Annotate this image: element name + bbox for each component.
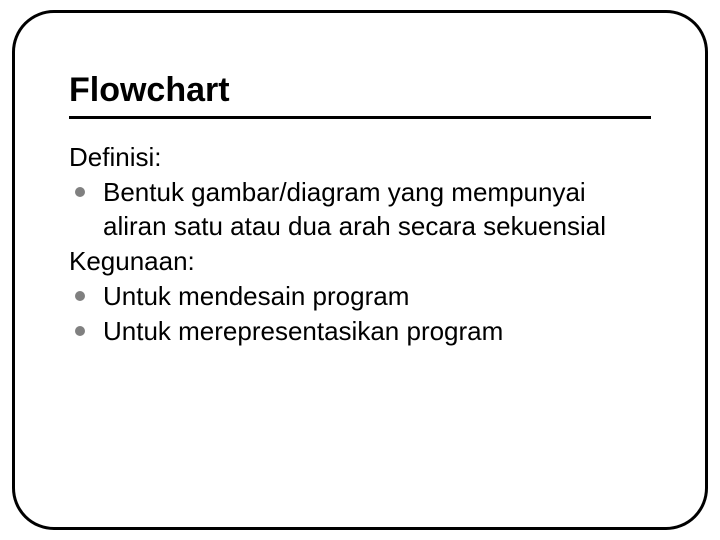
title-underline bbox=[69, 116, 651, 119]
bullet-list-definisi: Bentuk gambar/diagram yang mempunyai ali… bbox=[69, 176, 651, 243]
slide-content: Flowchart Definisi: Bentuk gambar/diagra… bbox=[69, 71, 651, 349]
bullet-list-kegunaan: Untuk mendesain program Untuk merepresen… bbox=[69, 280, 651, 349]
list-item: Untuk merepresentasikan program bbox=[69, 315, 651, 348]
slide-title: Flowchart bbox=[69, 71, 651, 110]
slide-body: Definisi: Bentuk gambar/diagram yang mem… bbox=[69, 141, 651, 349]
section-heading-kegunaan: Kegunaan: bbox=[69, 245, 651, 278]
list-item: Untuk mendesain program bbox=[69, 280, 651, 313]
list-item: Bentuk gambar/diagram yang mempunyai ali… bbox=[69, 176, 651, 243]
slide-frame: Flowchart Definisi: Bentuk gambar/diagra… bbox=[12, 10, 708, 530]
section-heading-definisi: Definisi: bbox=[69, 141, 651, 174]
